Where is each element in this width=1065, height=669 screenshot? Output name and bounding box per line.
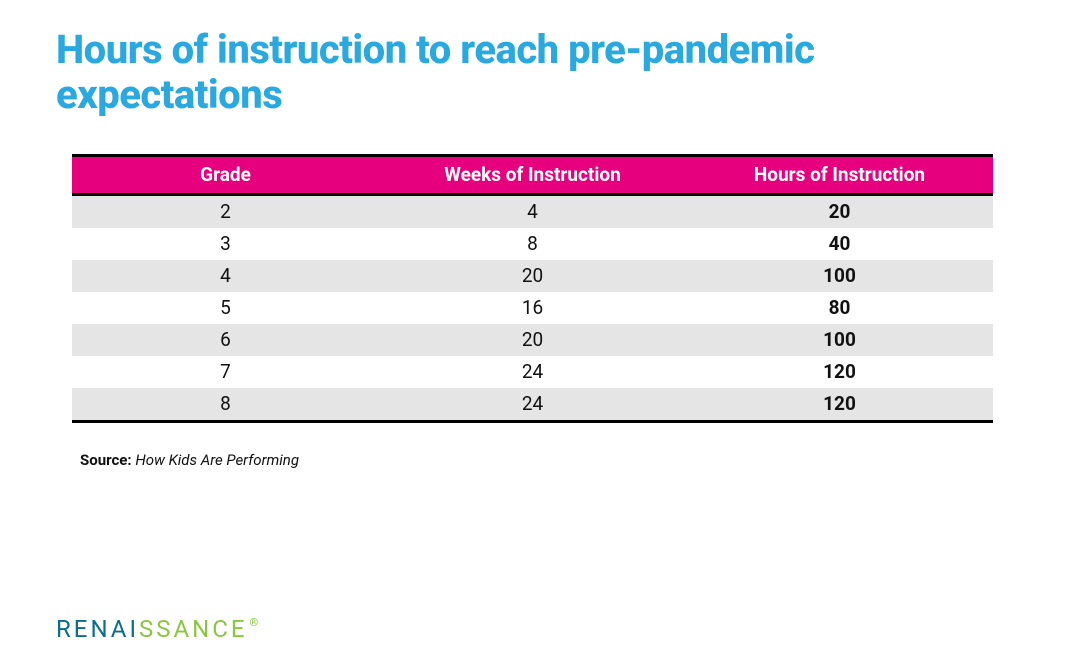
table-cell: 4 [72,260,379,292]
table-cell: 120 [686,388,993,422]
page-title: Hours of instruction to reach pre-pandem… [56,28,1009,118]
table-cell: 4 [379,194,686,228]
table-body: 2420384042010051680620100724120824120 [72,194,993,421]
table-cell: 100 [686,260,993,292]
source-line: Source: How Kids Are Performing [56,451,1009,469]
table-cell: 24 [379,356,686,388]
table-cell: 20 [379,260,686,292]
table-cell: 24 [379,388,686,422]
renaissance-logo: RENAISSANCE® [56,617,258,641]
table-cell: 16 [379,292,686,324]
table-cell: 8 [72,388,379,422]
table-cell: 120 [686,356,993,388]
table-row: 51680 [72,292,993,324]
table-cell: 7 [72,356,379,388]
table-cell: 20 [379,324,686,356]
table-row: 420100 [72,260,993,292]
table-cell: 2 [72,194,379,228]
table-row: 724120 [72,356,993,388]
source-name: How Kids Are Performing [135,451,299,469]
table-header-cell: Hours of Instruction [686,155,993,194]
table-cell: 40 [686,228,993,260]
registered-mark: ® [250,616,259,629]
instruction-table: GradeWeeks of InstructionHours of Instru… [72,154,993,423]
table-row: 824120 [72,388,993,422]
table-cell: 6 [72,324,379,356]
table-row: 2420 [72,194,993,228]
table-cell: 20 [686,194,993,228]
logo-text: RENAISSANCE [56,615,248,643]
table-row: 3840 [72,228,993,260]
table-row: 620100 [72,324,993,356]
table-header-cell: Grade [72,155,379,194]
source-label: Source: [80,451,132,469]
table-cell: 3 [72,228,379,260]
table-cell: 100 [686,324,993,356]
table-cell: 80 [686,292,993,324]
table-cell: 5 [72,292,379,324]
table-header-cell: Weeks of Instruction [379,155,686,194]
table-cell: 8 [379,228,686,260]
table-header-row: GradeWeeks of InstructionHours of Instru… [72,155,993,194]
instruction-table-container: GradeWeeks of InstructionHours of Instru… [56,154,1009,423]
